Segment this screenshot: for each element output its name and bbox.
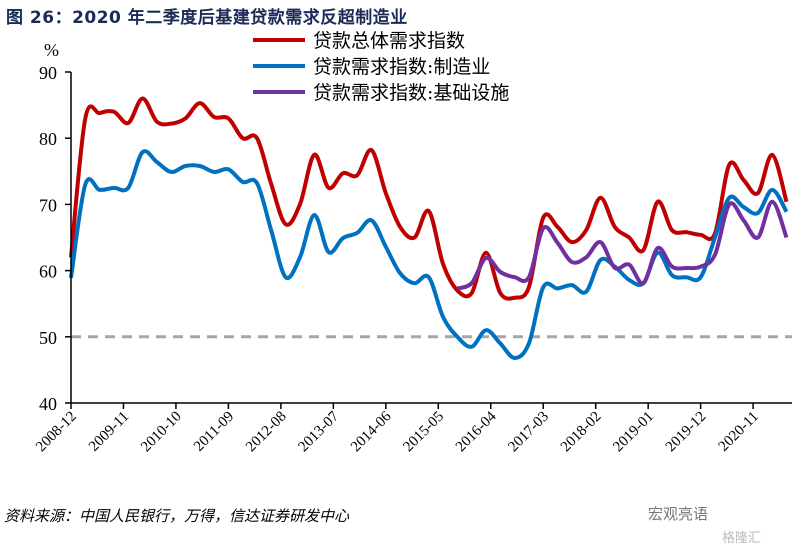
watermark-2: 格隆汇 [722, 531, 762, 546]
x-tick-label: 2016-04 [453, 408, 500, 455]
source-note: 资料来源：中国人民银行，万得，信达证券研发中心 [4, 507, 350, 525]
x-tick-label: 2010-10 [138, 409, 185, 456]
legend-label-0: 贷款总体需求指数 [313, 30, 465, 52]
x-tick-label: 2013-07 [296, 408, 343, 455]
x-tick-label: 2011-09 [191, 409, 237, 455]
x-tick-label: 2012-08 [243, 409, 290, 456]
y-tick-label: 90 [39, 63, 57, 83]
legend-label-2: 贷款需求指数:基础设施 [313, 82, 509, 104]
chart-title: 图 26：2020 年二季度后基建贷款需求反超制造业 [6, 8, 408, 28]
legend-label-1: 贷款需求指数:制造业 [313, 56, 490, 78]
y-tick-label: 60 [39, 262, 57, 282]
series-line-0 [69, 96, 789, 301]
y-tick-label: 40 [39, 394, 57, 414]
x-tick-label: 2018-02 [558, 409, 605, 456]
watermark: 宏观亮语 [648, 505, 709, 523]
series-line-1 [69, 149, 789, 360]
x-tick-label: 2014-06 [348, 408, 395, 455]
x-tick-label: 2020-11 [716, 409, 762, 455]
x-tick-label: 2017-03 [505, 409, 552, 456]
x-tick-label: 2015-05 [400, 409, 447, 456]
x-tick-label: 2008-12 [33, 409, 80, 456]
x-tick-label: 2019-01 [610, 409, 657, 456]
series-line-2 [456, 199, 789, 291]
line-chart: 40 50 60 70 80 90% 2008-12 2009-11 2010-10 2011-0… [33, 30, 792, 456]
y-tick-label: 50 [39, 328, 57, 348]
y-tick-label: 70 [39, 195, 57, 215]
y-axis-unit: % [44, 40, 59, 60]
y-tick-label: 80 [39, 129, 57, 149]
x-tick-label: 2019-12 [663, 409, 710, 456]
x-tick-label: 2009-11 [86, 409, 132, 455]
